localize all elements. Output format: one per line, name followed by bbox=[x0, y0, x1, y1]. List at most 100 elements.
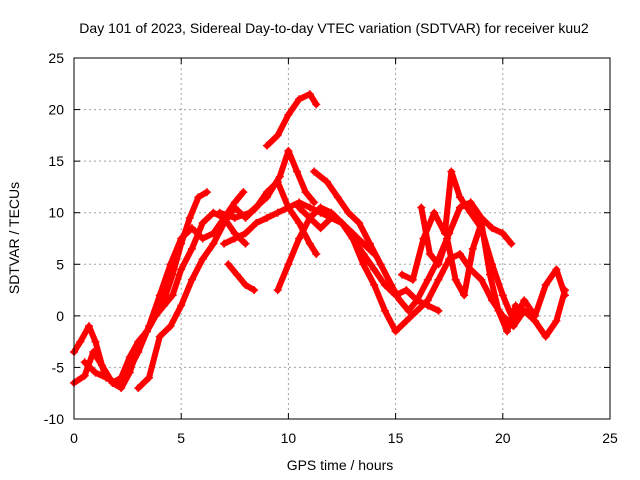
y-tick-label: -10 bbox=[44, 411, 64, 427]
data-point-marker bbox=[295, 203, 304, 212]
data-point-marker bbox=[117, 384, 126, 393]
x-tick-label: 0 bbox=[70, 430, 78, 446]
data-point-marker bbox=[440, 229, 449, 238]
data-point-marker bbox=[312, 249, 321, 258]
data-point-marker bbox=[220, 219, 229, 228]
data-point-marker bbox=[451, 275, 460, 284]
x-tick-label: 20 bbox=[495, 430, 511, 446]
data-point-marker bbox=[232, 270, 241, 279]
data-point-marker bbox=[552, 317, 561, 326]
data-point-marker bbox=[498, 291, 507, 300]
data-point-marker bbox=[250, 286, 259, 295]
data-point-marker bbox=[327, 213, 336, 222]
data-point-marker bbox=[284, 110, 293, 119]
data-point-marker bbox=[477, 219, 486, 228]
data-point-marker bbox=[194, 193, 203, 202]
data-point-marker bbox=[245, 208, 254, 217]
data-point-marker bbox=[391, 327, 400, 336]
data-point-marker bbox=[380, 306, 389, 315]
data-point-marker bbox=[455, 249, 464, 258]
data-point-marker bbox=[252, 219, 261, 228]
data-point-marker bbox=[262, 213, 271, 222]
data-point-marker bbox=[91, 368, 100, 377]
data-point-marker bbox=[466, 208, 475, 217]
data-point-marker bbox=[230, 203, 239, 212]
series-trace-13 bbox=[417, 203, 520, 336]
data-point-marker bbox=[305, 90, 314, 99]
tick-marks bbox=[73, 57, 611, 420]
data-point-marker bbox=[284, 203, 293, 212]
x-tick-label: 15 bbox=[388, 430, 404, 446]
data-point-marker bbox=[177, 301, 186, 310]
data-point-marker bbox=[370, 280, 379, 289]
data-point-marker bbox=[241, 229, 250, 238]
data-point-marker bbox=[398, 270, 407, 279]
data-point-marker bbox=[370, 265, 379, 274]
data-point-marker bbox=[275, 172, 284, 181]
data-point-marker bbox=[230, 234, 239, 243]
y-tick-label: 20 bbox=[48, 102, 64, 118]
data-point-marker bbox=[102, 373, 111, 382]
data-point-marker bbox=[198, 255, 207, 264]
data-point-marker bbox=[177, 234, 186, 243]
data-point-marker bbox=[295, 95, 304, 104]
data-point-marker bbox=[241, 239, 250, 248]
data-point-marker bbox=[198, 234, 207, 243]
data-point-marker bbox=[434, 260, 443, 269]
data-point-marker bbox=[316, 203, 325, 212]
data-point-marker bbox=[333, 193, 342, 202]
data-point-marker bbox=[359, 260, 368, 269]
data-point-marker bbox=[230, 213, 239, 222]
data-point-marker bbox=[338, 219, 346, 228]
data-point-marker bbox=[376, 260, 385, 269]
data-point-marker bbox=[160, 301, 169, 310]
data-point-marker bbox=[485, 270, 494, 279]
series-trace-3 bbox=[80, 188, 248, 387]
data-point-marker bbox=[344, 208, 353, 217]
data-point-marker bbox=[295, 219, 304, 228]
data-point-marker bbox=[284, 146, 293, 155]
data-point-marker bbox=[477, 275, 486, 284]
data-point-marker bbox=[460, 291, 469, 300]
data-point-marker bbox=[404, 306, 413, 315]
data-point-marker bbox=[541, 332, 550, 341]
series-trace-6 bbox=[262, 90, 321, 150]
data-point-marker bbox=[322, 177, 331, 186]
series-trace-10 bbox=[310, 167, 516, 315]
data-point-marker bbox=[224, 260, 233, 269]
data-point-marker bbox=[541, 280, 550, 289]
data-point-marker bbox=[387, 280, 396, 289]
data-point-marker bbox=[209, 239, 218, 248]
y-tick-label: 10 bbox=[48, 205, 64, 221]
data-point-marker bbox=[215, 208, 224, 217]
data-point-marker bbox=[498, 229, 507, 238]
data-point-marker bbox=[423, 275, 432, 284]
data-point-marker bbox=[134, 347, 143, 356]
y-tick-label: 5 bbox=[56, 256, 64, 272]
data-point-marker bbox=[408, 275, 417, 284]
data-point-marker bbox=[85, 322, 94, 331]
x-tick-label: 25 bbox=[602, 430, 618, 446]
series-trace-11 bbox=[295, 203, 569, 341]
series-line bbox=[418, 204, 519, 335]
data-point-marker bbox=[295, 234, 304, 243]
data-point-marker bbox=[185, 213, 194, 222]
data-point-marker bbox=[80, 358, 89, 367]
y-axis-label: SDTVAR / TECUs bbox=[6, 182, 22, 294]
data-point-marker bbox=[503, 327, 512, 336]
data-point-marker bbox=[310, 198, 319, 207]
data-point-marker bbox=[155, 332, 164, 341]
data-point-marker bbox=[292, 167, 301, 176]
data-point-marker bbox=[355, 219, 364, 228]
data-point-marker bbox=[305, 239, 314, 248]
data-point-marker bbox=[123, 368, 132, 377]
x-tick-label: 10 bbox=[281, 430, 297, 446]
data-point-marker bbox=[273, 208, 282, 217]
data-point-marker bbox=[168, 291, 177, 300]
data-point-marker bbox=[187, 224, 196, 233]
data-point-marker bbox=[413, 296, 422, 305]
data-point-marker bbox=[284, 260, 293, 269]
series-trace-5 bbox=[215, 146, 319, 222]
tick-labels: 0 5 10 15 20 25 -10 -5 0 5 10 15 20 25 bbox=[44, 50, 618, 446]
